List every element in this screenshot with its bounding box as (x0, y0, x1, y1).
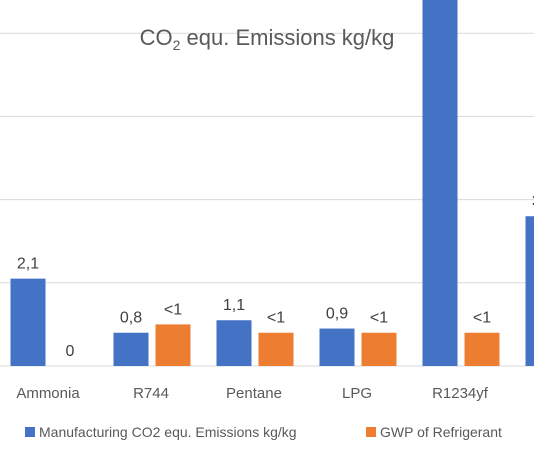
bar-manufacturing (319, 328, 355, 366)
data-label: <1 (370, 310, 388, 327)
legend-swatch-manufacturing (25, 427, 35, 437)
x-tick-label: Ammonia (16, 385, 80, 402)
legend: Manufacturing CO2 equ. Emissions kg/kg GW… (25, 424, 502, 440)
x-tick-labels: AmmoniaR744PentaneLPGR1234yfR1 (16, 385, 489, 402)
legend-label-manufacturing: Manufacturing CO2 equ. Emissions kg/kg (39, 424, 297, 440)
data-label: <1 (473, 310, 491, 327)
bar-gwp (155, 324, 191, 366)
legend-label-gwp: GWP of Refrigerant (380, 424, 502, 440)
bar-manufacturing (525, 216, 534, 366)
title-subscript: 2 (173, 37, 181, 53)
data-label: 1,1 (223, 297, 245, 314)
x-tick-label: R1234yf (432, 385, 489, 402)
title-main: CO (140, 25, 173, 50)
data-label: <1 (164, 301, 182, 318)
x-tick-label: Pentane (226, 385, 282, 402)
bar-gwp (258, 332, 294, 366)
data-label: 0,8 (120, 310, 142, 327)
data-label: 0,9 (326, 306, 348, 323)
x-tick-label: R744 (133, 385, 169, 402)
data-labels: 2,100,8<11,1<10,9<110,9<13,6 (17, 193, 534, 360)
chart-title: CO2 equ. Emissions kg/kg (140, 25, 395, 53)
x-tick-label: LPG (342, 385, 372, 402)
data-label: 3,6 (532, 193, 534, 210)
bar-manufacturing (10, 278, 46, 366)
data-label: 2,1 (17, 256, 39, 273)
bar-gwp (464, 332, 500, 366)
legend-swatch-gwp (366, 427, 376, 437)
data-label: 0 (66, 343, 75, 360)
data-label: <1 (267, 310, 285, 327)
bar-gwp (361, 332, 397, 366)
bars (10, 0, 534, 366)
bar-manufacturing (216, 320, 252, 366)
title-rest: equ. Emissions kg/kg (180, 25, 394, 50)
bar-manufacturing (422, 0, 458, 366)
bar-manufacturing (113, 332, 149, 366)
